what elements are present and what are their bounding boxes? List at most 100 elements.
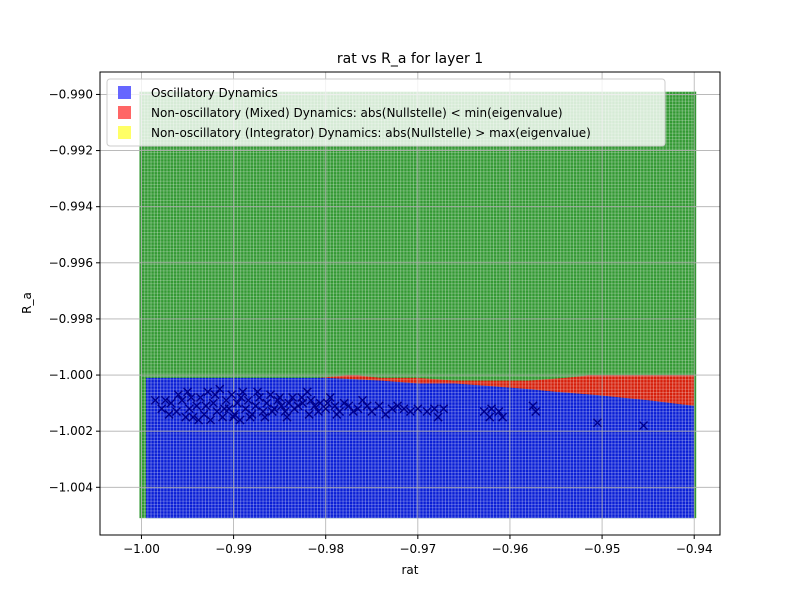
- x-tick-label: −0.96: [492, 542, 529, 556]
- data-point-x-marker: [245, 412, 255, 422]
- data-point-x-marker: [227, 390, 237, 400]
- data-point-x-marker: [235, 415, 245, 425]
- data-point-x-marker: [164, 409, 174, 419]
- data-point-x-marker: [192, 401, 202, 411]
- data-point-x-marker: [195, 393, 205, 402]
- data-point-x-marker: [253, 387, 263, 397]
- data-point-x-marker: [528, 401, 538, 411]
- legend-entry-label: Non-oscillatory (Mixed) Dynamics: abs(Nu…: [151, 106, 563, 120]
- data-point-x-marker: [267, 407, 277, 417]
- x-tick-label: −0.98: [307, 542, 344, 556]
- x-tick-label: −0.95: [584, 542, 621, 556]
- data-point-x-marker: [323, 398, 333, 408]
- data-point-x-marker: [592, 418, 602, 428]
- data-point-x-marker: [531, 407, 541, 417]
- data-point-x-marker: [325, 393, 335, 402]
- data-point-x-marker: [498, 412, 508, 422]
- data-point-x-marker: [339, 398, 349, 408]
- data-point-x-marker: [358, 395, 368, 405]
- data-point-x-marker: [289, 404, 299, 414]
- data-point-x-marker: [344, 401, 354, 411]
- data-point-x-marker: [399, 404, 409, 414]
- y-tick-label: −0.996: [49, 256, 93, 270]
- data-point-x-marker: [166, 398, 176, 408]
- x-tick-label: −1.00: [123, 542, 160, 556]
- data-point-x-marker: [304, 409, 314, 419]
- y-axis-ticks: −0.990 −0.992 −0.994 −0.996 −0.998 −1.000 −1.0…: [49, 87, 100, 494]
- data-point-x-marker: [367, 407, 377, 417]
- y-tick-label: −0.994: [49, 200, 93, 214]
- region-red: [316, 375, 695, 406]
- data-point-x-marker: [332, 409, 342, 419]
- x-axis-ticks: −1.00 −0.99 −0.98 −0.97 −0.96 −0.95 −0.94: [123, 535, 713, 556]
- data-point-x-marker: [260, 412, 270, 422]
- x-tick-label: −0.97: [399, 542, 436, 556]
- legend-swatch: [118, 126, 131, 139]
- data-point-x-marker: [215, 384, 225, 394]
- data-point-x-marker: [173, 390, 183, 400]
- legend-swatch: [118, 106, 131, 119]
- data-point-x-marker: [218, 412, 228, 422]
- data-point-x-marker: [203, 387, 213, 397]
- data-point-x-marker: [251, 401, 261, 411]
- data-point-x-marker: [297, 393, 307, 402]
- data-point-x-marker: [254, 393, 264, 402]
- data-point-x-marker: [160, 395, 170, 405]
- data-point-x-marker: [184, 404, 194, 414]
- legend-box: [106, 78, 666, 147]
- data-point-x-marker: [429, 404, 439, 414]
- data-point-x-marker: [258, 407, 268, 417]
- data-point-x-marker: [238, 387, 248, 397]
- data-point-x-marker: [232, 398, 242, 408]
- data-point-x-marker: [206, 415, 216, 425]
- data-point-x-marker: [183, 387, 193, 397]
- y-axis-label: R_a: [20, 292, 34, 314]
- data-point-x-marker: [181, 412, 191, 422]
- data-point-x-marker: [413, 404, 423, 414]
- data-point-x-marker: [229, 412, 239, 422]
- y-tick-label: −1.002: [49, 424, 93, 438]
- data-point-x-marker: [157, 404, 167, 414]
- data-point-x-marker: [171, 407, 181, 417]
- data-point-x-marker: [374, 401, 384, 411]
- data-point-x-marker: [494, 407, 504, 417]
- data-point-x-marker: [353, 404, 363, 414]
- data-point-x-marker: [310, 401, 320, 411]
- data-point-x-marker: [265, 390, 275, 400]
- data-point-x-marker: [321, 404, 331, 414]
- data-point-x-marker: [439, 404, 449, 414]
- data-point-x-marker: [280, 407, 290, 417]
- data-point-x-marker: [639, 421, 649, 431]
- data-point-x-marker: [194, 415, 204, 425]
- data-point-x-marker: [393, 401, 403, 411]
- x-axis-label: rat: [402, 563, 419, 577]
- chart-title: rat vs R_a for layer 1: [337, 51, 483, 67]
- data-point-x-marker: [313, 407, 323, 417]
- data-points: [150, 384, 649, 431]
- legend: Oscillatory Dynamics Non-oscillatory (Mix…: [106, 78, 666, 147]
- y-tick-label: −0.992: [49, 144, 93, 158]
- data-point-x-marker: [422, 407, 432, 417]
- x-tick-label: −0.99: [215, 542, 252, 556]
- data-point-x-marker: [282, 412, 292, 422]
- legend-entry-label: Non-oscillatory (Integrator) Dynamics: a…: [151, 126, 591, 140]
- data-point-x-marker: [236, 393, 246, 402]
- y-tick-label: −0.998: [49, 312, 93, 326]
- data-point-x-marker: [487, 404, 497, 414]
- data-point-x-marker: [262, 398, 272, 408]
- data-point-x-marker: [188, 412, 198, 422]
- x-tick-label: −0.94: [676, 542, 713, 556]
- data-point-x-marker: [150, 395, 160, 405]
- y-tick-label: −1.004: [49, 480, 93, 494]
- data-point-x-marker: [243, 395, 253, 405]
- data-point-x-marker: [348, 407, 358, 417]
- data-point-x-marker: [387, 404, 397, 414]
- y-tick-label: −0.990: [49, 87, 93, 101]
- data-point-x-marker: [276, 401, 286, 411]
- data-point-x-marker: [219, 404, 229, 414]
- data-point-x-marker: [485, 412, 495, 422]
- y-tick-label: −1.000: [49, 368, 93, 382]
- legend-entry-label: Oscillatory Dynamics: [151, 86, 278, 100]
- data-point-x-marker: [362, 401, 372, 411]
- legend-swatch: [118, 86, 131, 99]
